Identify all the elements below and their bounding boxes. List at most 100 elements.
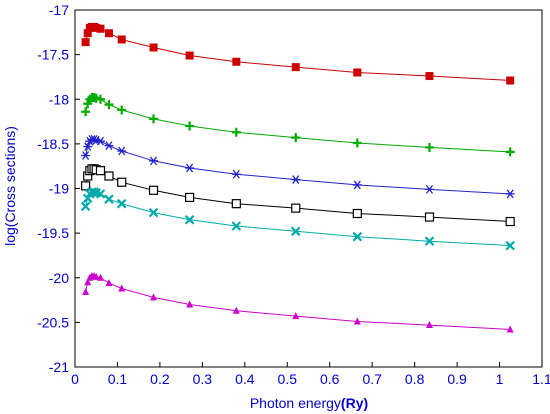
x-axis-title-unit: (Ry)	[341, 395, 368, 411]
data-point	[185, 51, 194, 60]
data-point	[116, 198, 127, 209]
y-tick-label: -17	[49, 2, 69, 18]
series-2	[81, 92, 515, 157]
data-point	[95, 166, 106, 176]
x-tick-label: 0.9	[447, 371, 467, 387]
data-point	[117, 177, 127, 187]
data-point	[81, 151, 91, 160]
data-point	[104, 171, 114, 181]
data-point	[81, 181, 91, 191]
data-point	[232, 57, 241, 66]
series-4	[81, 164, 515, 227]
data-point	[95, 189, 106, 199]
y-tick-label: -19.5	[37, 225, 69, 241]
data-point	[117, 105, 127, 115]
data-point	[231, 127, 241, 137]
data-point	[81, 38, 90, 47]
data-point	[352, 208, 362, 219]
data-point	[292, 312, 300, 320]
data-point	[117, 146, 127, 156]
data-point	[232, 306, 240, 314]
series-line	[85, 275, 511, 330]
data-point	[105, 279, 113, 287]
data-point	[231, 221, 242, 231]
series-1	[81, 22, 515, 85]
y-tick-label: -19	[49, 181, 69, 197]
data-point	[96, 24, 105, 33]
x-axis-title-prefix: Photon energy	[250, 395, 341, 411]
data-point	[92, 272, 100, 280]
data-point	[353, 317, 361, 325]
data-point	[80, 201, 91, 212]
data-point	[424, 236, 435, 246]
data-point	[424, 212, 435, 222]
data-point	[148, 207, 159, 218]
data-point	[104, 194, 114, 204]
data-point	[352, 231, 363, 242]
data-point	[104, 100, 114, 110]
data-point	[149, 114, 159, 124]
series-3	[81, 135, 515, 199]
x-tick-label: 0.5	[278, 371, 298, 387]
data-point	[184, 214, 195, 225]
data-point	[425, 321, 433, 329]
data-point	[186, 300, 194, 308]
series-6	[82, 271, 514, 333]
data-point	[149, 156, 159, 166]
x-axis-title: Photon energy(Ry)	[250, 395, 368, 411]
data-point	[104, 141, 114, 151]
data-point	[505, 240, 515, 251]
data-point	[118, 284, 126, 292]
data-point	[291, 175, 301, 184]
data-point	[185, 121, 195, 131]
data-point	[83, 142, 93, 151]
data-point	[290, 226, 301, 237]
x-tick-label: 1.1	[532, 371, 550, 387]
data-point	[505, 147, 515, 157]
data-point	[425, 72, 434, 81]
data-point	[506, 325, 514, 333]
x-tick-label: 0.1	[108, 371, 128, 387]
data-point	[104, 29, 113, 38]
data-point	[148, 185, 159, 195]
data-point	[84, 278, 92, 286]
data-point	[424, 185, 434, 194]
data-point	[231, 199, 241, 209]
data-point	[95, 94, 105, 104]
data-point	[81, 107, 91, 117]
data-point	[353, 68, 362, 77]
series-5	[80, 187, 515, 251]
data-point	[505, 216, 515, 227]
series-group	[80, 22, 515, 333]
data-point	[82, 288, 90, 296]
y-tick-label: -20	[49, 270, 69, 286]
data-point	[185, 163, 195, 173]
y-tick-label: -17.5	[37, 47, 69, 63]
y-tick-label: -20.5	[37, 314, 69, 330]
data-point	[96, 273, 104, 281]
y-tick-label: -21	[49, 359, 69, 375]
x-tick-label: 0.2	[150, 371, 170, 387]
data-point	[150, 293, 158, 301]
x-tick-label: 1	[496, 371, 504, 387]
x-tick-label: 0.3	[193, 371, 213, 387]
series-line	[85, 26, 511, 81]
data-point	[83, 29, 92, 38]
data-point	[424, 142, 434, 152]
data-point	[291, 203, 301, 213]
y-tick-label: -18.5	[37, 136, 69, 152]
series-line	[85, 191, 511, 247]
x-tick-label: 0.6	[320, 371, 340, 387]
data-point	[352, 180, 362, 190]
x-tick-label: 0.7	[362, 371, 382, 387]
x-tick-label: 0.4	[235, 371, 255, 387]
data-point	[231, 169, 241, 179]
data-point	[506, 76, 515, 85]
x-tick-label: 0	[71, 371, 79, 387]
data-point	[291, 63, 300, 72]
data-point	[352, 138, 362, 148]
x-tick-label: 0.8	[405, 371, 425, 387]
y-axis-title: log(Cross sections)	[2, 126, 18, 246]
data-point	[92, 23, 101, 32]
